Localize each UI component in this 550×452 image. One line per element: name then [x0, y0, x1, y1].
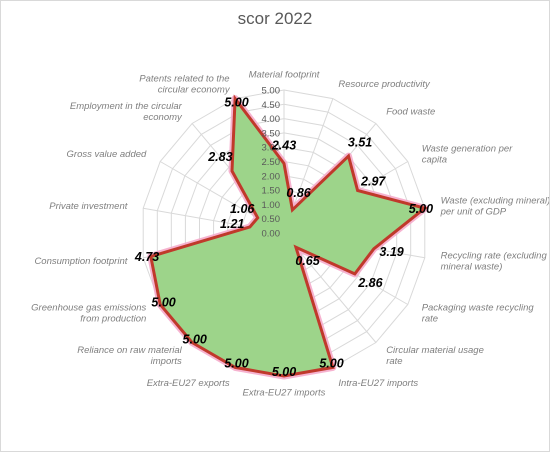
series-polygon	[149, 94, 429, 378]
axis-label-extra-eu27-exports: Extra-EU27 exports	[147, 378, 230, 389]
axis-label-employment-in-the-circular-economy: Employment in the circular economy	[70, 101, 183, 123]
axis-label-waste-generation-per-capita: Waste generation per capita	[422, 144, 513, 166]
tick-label: 3.00	[262, 143, 281, 154]
tick-label: 4.00	[262, 114, 281, 125]
tick-label: 2.00	[262, 171, 281, 182]
value-label: 0.86	[286, 186, 311, 200]
tick-label: 4.50	[262, 100, 281, 111]
value-label: 5.00	[224, 95, 248, 109]
axis-label-resource-productivity: Resource productivity	[338, 79, 431, 90]
axis-label-intra-eu27-imports: Intra-EU27 imports	[338, 378, 418, 389]
value-label: 3.19	[379, 245, 403, 259]
value-label: 1.21	[220, 217, 244, 231]
axis-label-reliance-on-raw-material-imports: Reliance on raw material imports	[77, 345, 182, 367]
value-label: 0.65	[295, 254, 320, 268]
value-label: 2.97	[360, 175, 386, 189]
axis-label-waste-excluding-mineral-per-unit-of-gdp: Waste (excluding mineral) per unit of GDP	[440, 195, 549, 217]
series-area	[147, 94, 429, 380]
axis-labels: Material footprint Resource productivity F…	[31, 70, 549, 399]
value-label: 5.00	[183, 333, 207, 347]
axis-label-gross-value-added: Gross value added	[67, 149, 147, 160]
value-label: 5.00	[151, 296, 175, 310]
axis-label-greenhouse-gas-emissions-from-production: Greenhouse gas emissions from production	[31, 303, 146, 325]
value-label: 2.86	[357, 276, 383, 290]
axis-label-consumption-footprint: Consumption footprint	[34, 256, 127, 267]
tick-label: 1.00	[262, 200, 281, 211]
axis-label-circular-material-usage-rate: Circular material usage rate	[386, 345, 484, 367]
value-label: 1.06	[230, 202, 255, 216]
axis-label-recycling-rate-excluding-mineral-waste: Recycling rate (excluding mineral waste)	[441, 251, 548, 273]
tick-label: 0.00	[262, 229, 281, 240]
axis-label-patents-related-to-the-circular-economy: Patents related to the circular economy	[139, 74, 231, 96]
value-label: 3.51	[348, 135, 372, 149]
value-labels: 2.43 0.86 3.51 2.97 5.00 3.19 2.86 0.65 5.00 5.00…	[134, 95, 433, 379]
axis-label-private-investment: Private investment	[49, 201, 128, 212]
tick-label: 3.50	[262, 128, 281, 139]
value-label: 4.73	[134, 250, 159, 264]
chart-title: scor 2022	[237, 9, 313, 28]
tick-label: 2.50	[262, 157, 281, 168]
tick-label: 5.00	[262, 86, 281, 97]
value-label: 5.00	[224, 357, 248, 371]
tick-label: 0.50	[262, 214, 281, 225]
axis-label-material-footprint: Material footprint	[249, 70, 320, 81]
value-label: 5.00	[319, 357, 343, 371]
radial-ticks: 0.00 0.50 1.00 1.50 2.00 2.50 3.00 3.50 4.00 4.50…	[262, 86, 281, 240]
axis-label-extra-eu27-imports: Extra-EU27 imports	[243, 388, 326, 399]
axis-label-food-waste: Food waste	[386, 107, 435, 118]
value-label: 5.00	[272, 365, 296, 379]
value-label: 2.43	[271, 139, 296, 153]
tick-label: 1.50	[262, 186, 281, 197]
value-label: 5.00	[409, 202, 433, 216]
value-label: 2.83	[207, 150, 232, 164]
axis-label-packaging-waste-recycling-rate: Packaging waste recycling rate	[422, 303, 535, 325]
